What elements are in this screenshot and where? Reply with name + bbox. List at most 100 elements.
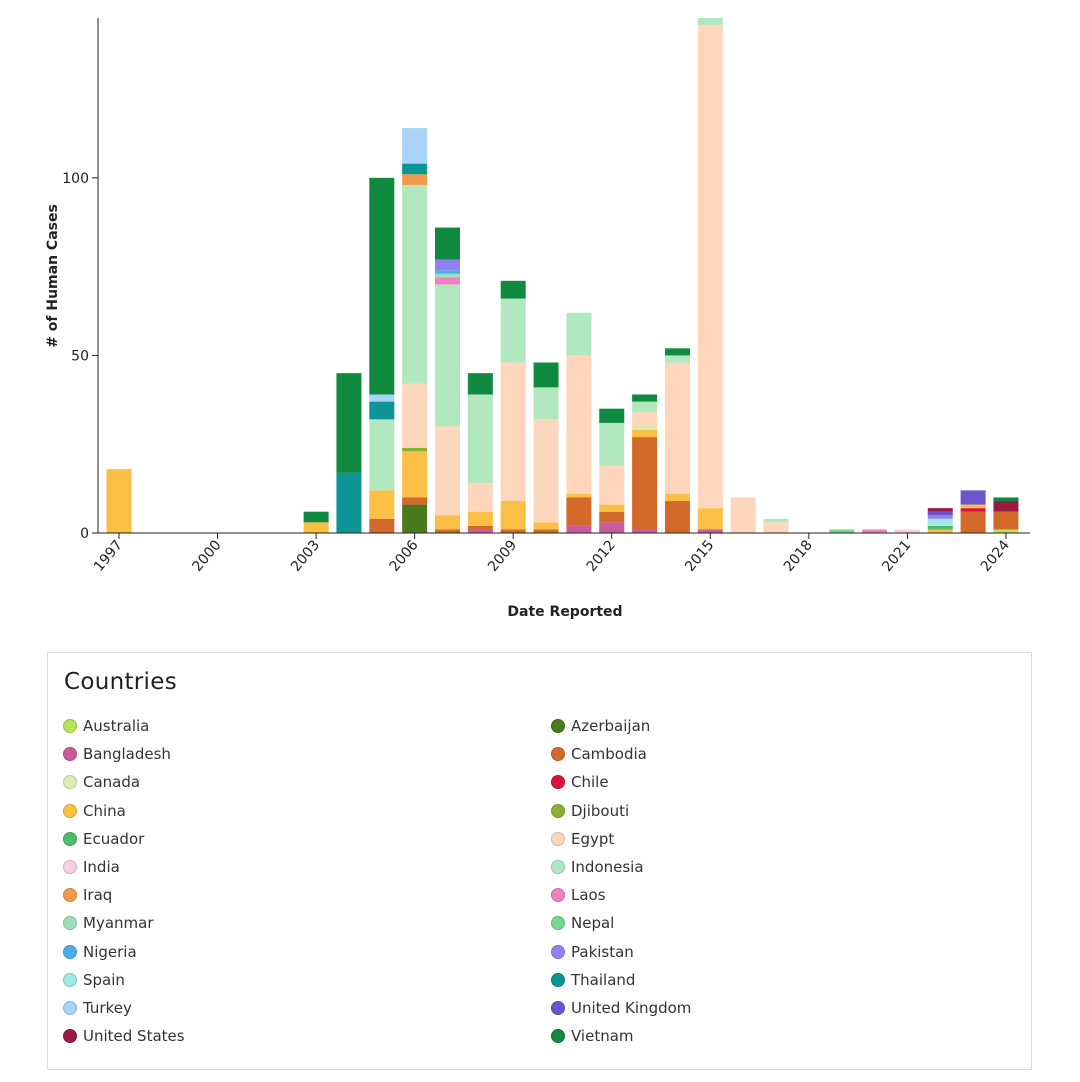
bar-2022-united-states[interactable] xyxy=(927,508,953,512)
bar-2006-cambodia[interactable] xyxy=(402,497,428,505)
bar-2023-united-kingdom[interactable] xyxy=(960,490,986,505)
bar-2013-bangladesh[interactable] xyxy=(632,529,658,533)
bar-2015-china[interactable] xyxy=(697,508,723,530)
legend-item-india[interactable]: India xyxy=(63,856,120,878)
legend-item-egypt[interactable]: Egypt xyxy=(551,828,614,850)
bar-2006-turkey[interactable] xyxy=(402,128,428,164)
bar-2008-china[interactable] xyxy=(467,511,493,526)
bar-2009-indonesia[interactable] xyxy=(500,298,526,363)
bar-2006-indonesia[interactable] xyxy=(402,184,428,384)
bar-2010-china[interactable] xyxy=(533,522,559,530)
bar-2022-pakistan[interactable] xyxy=(927,515,953,519)
bar-2014-egypt[interactable] xyxy=(664,362,690,494)
bar-2015-indonesia[interactable] xyxy=(697,18,723,26)
legend-item-indonesia[interactable]: Indonesia xyxy=(551,856,644,878)
bar-2013-vietnam[interactable] xyxy=(632,394,658,402)
bar-2013-indonesia[interactable] xyxy=(632,401,658,413)
bar-2012-cambodia[interactable] xyxy=(599,511,625,523)
bar-2006-china[interactable] xyxy=(402,451,428,498)
bar-2022-united-kingdom[interactable] xyxy=(927,511,953,516)
bar-2021-india[interactable] xyxy=(894,529,920,533)
bar-2009-egypt[interactable] xyxy=(500,362,526,502)
legend-item-australia[interactable]: Australia xyxy=(63,715,149,737)
bar-2008-vietnam[interactable] xyxy=(467,373,493,395)
legend-item-nepal[interactable]: Nepal xyxy=(551,912,614,934)
bar-2015-bangladesh[interactable] xyxy=(697,529,723,533)
bar-2014-cambodia[interactable] xyxy=(664,501,690,533)
bar-2016-egypt[interactable] xyxy=(730,497,756,533)
legend-item-canada[interactable]: Canada xyxy=(63,771,140,793)
bar-2013-egypt[interactable] xyxy=(632,412,658,427)
bar-2009-china[interactable] xyxy=(500,501,526,530)
bar-2022-ecuador[interactable] xyxy=(927,525,953,530)
bar-2011-indonesia[interactable] xyxy=(566,312,592,356)
bar-2013-cambodia[interactable] xyxy=(632,437,658,530)
bar-2020-laos[interactable] xyxy=(862,529,888,533)
bar-2022-spain[interactable] xyxy=(927,518,953,526)
legend-item-myanmar[interactable]: Myanmar xyxy=(63,912,154,934)
legend-item-chile[interactable]: Chile xyxy=(551,771,609,793)
bar-2006-egypt[interactable] xyxy=(402,383,428,448)
bar-2014-china[interactable] xyxy=(664,493,690,502)
bar-2013-canada[interactable] xyxy=(632,426,658,430)
legend-item-united-kingdom[interactable]: United Kingdom xyxy=(551,997,691,1019)
bar-2012-bangladesh[interactable] xyxy=(599,522,625,533)
bar-2023-chile[interactable] xyxy=(960,508,986,512)
bar-2011-cambodia[interactable] xyxy=(566,497,592,526)
bar-2024-united-states[interactable] xyxy=(993,501,1019,512)
bar-2005-indonesia[interactable] xyxy=(369,419,395,491)
bar-2007-cambodia[interactable] xyxy=(435,529,460,533)
bar-2010-cambodia[interactable] xyxy=(533,529,559,533)
bar-2007-nigeria[interactable] xyxy=(435,270,460,274)
bar-2011-egypt[interactable] xyxy=(566,355,592,494)
bar-2006-azerbaijan[interactable] xyxy=(402,504,428,533)
bar-2010-indonesia[interactable] xyxy=(533,387,559,420)
legend-item-turkey[interactable]: Turkey xyxy=(63,997,132,1019)
bar-2011-bangladesh[interactable] xyxy=(566,525,592,533)
bar-2007-egypt[interactable] xyxy=(435,426,460,516)
bar-1997-china[interactable] xyxy=(106,469,132,533)
bar-2008-indonesia[interactable] xyxy=(467,394,493,484)
legend-item-nigeria[interactable]: Nigeria xyxy=(63,941,137,963)
bar-2004-vietnam[interactable] xyxy=(336,373,362,473)
legend-item-djibouti[interactable]: Djibouti xyxy=(551,800,629,822)
bar-2007-china[interactable] xyxy=(435,515,460,530)
bar-2024-australia[interactable] xyxy=(993,529,1019,533)
bar-2010-egypt[interactable] xyxy=(533,419,559,523)
bar-2009-cambodia[interactable] xyxy=(500,529,526,533)
bar-2007-vietnam[interactable] xyxy=(435,227,460,260)
bar-2022-china[interactable] xyxy=(927,529,953,533)
legend-item-vietnam[interactable]: Vietnam xyxy=(551,1025,634,1047)
legend-item-bangladesh[interactable]: Bangladesh xyxy=(63,743,171,765)
legend-item-laos[interactable]: Laos xyxy=(551,884,606,906)
bar-2013-china[interactable] xyxy=(632,430,658,438)
bar-2017-indonesia[interactable] xyxy=(763,518,789,523)
bar-2008-cambodia[interactable] xyxy=(467,525,493,530)
bar-2011-china[interactable] xyxy=(566,493,592,498)
bar-2005-china[interactable] xyxy=(369,490,395,519)
bar-2009-vietnam[interactable] xyxy=(500,280,526,299)
bar-2005-turkey[interactable] xyxy=(369,394,395,402)
bar-2012-vietnam[interactable] xyxy=(599,408,625,423)
legend-item-cambodia[interactable]: Cambodia xyxy=(551,743,647,765)
bar-2004-thailand[interactable] xyxy=(336,472,362,533)
bar-2003-china[interactable] xyxy=(303,522,329,533)
bar-2006-thailand[interactable] xyxy=(402,163,428,175)
bar-2006-djibouti[interactable] xyxy=(402,447,428,452)
legend-item-iraq[interactable]: Iraq xyxy=(63,884,112,906)
bar-2015-egypt[interactable] xyxy=(697,25,723,509)
bar-2007-myanmar[interactable] xyxy=(435,273,460,278)
bar-2012-china[interactable] xyxy=(599,504,625,512)
bar-2014-indonesia[interactable] xyxy=(664,355,690,363)
legend-item-thailand[interactable]: Thailand xyxy=(551,969,635,991)
legend-item-ecuador[interactable]: Ecuador xyxy=(63,828,144,850)
legend-item-spain[interactable]: Spain xyxy=(63,969,125,991)
bar-2007-pakistan[interactable] xyxy=(435,259,460,271)
bar-2017-egypt[interactable] xyxy=(763,522,789,533)
bar-2005-cambodia[interactable] xyxy=(369,518,395,533)
bar-2005-vietnam[interactable] xyxy=(369,177,395,395)
bar-2007-laos[interactable] xyxy=(435,277,460,285)
bar-2024-cambodia[interactable] xyxy=(993,511,1019,530)
legend-item-azerbaijan[interactable]: Azerbaijan xyxy=(551,715,650,737)
bar-2008-bangladesh[interactable] xyxy=(467,529,493,533)
